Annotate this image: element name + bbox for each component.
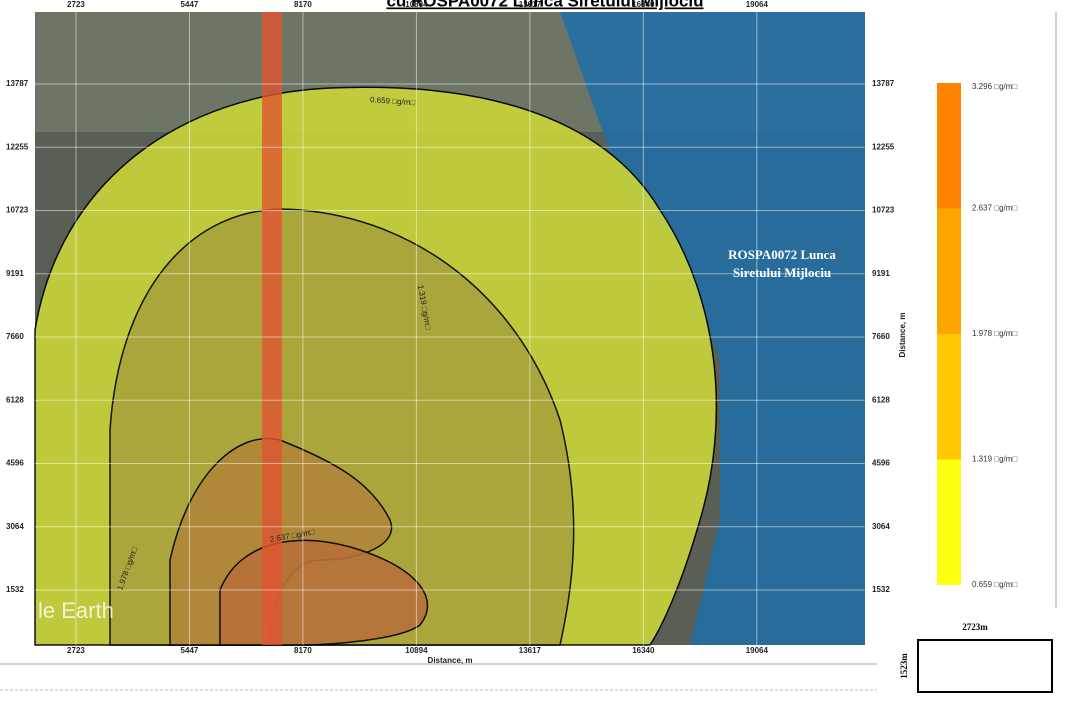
x-tick-label: 8170 xyxy=(294,0,312,9)
area-label: Siretului Mijlociu xyxy=(733,265,831,280)
legend-label: 3.296 □g/m□ xyxy=(972,82,1017,91)
title: cu ROSPA0072 Lunca Siretului Mijlociu xyxy=(386,0,703,10)
scale-height: 1523m xyxy=(899,653,909,679)
legend-swatch xyxy=(937,459,961,585)
y-tick-label: 10723 xyxy=(872,206,895,215)
area-label: ROSPA0072 Lunca xyxy=(728,247,836,262)
y-tick-label: 12255 xyxy=(6,142,29,151)
y-tick-label: 1532 xyxy=(872,585,890,594)
scale-width: 2723m xyxy=(962,622,988,632)
watermark: le Earth xyxy=(38,598,114,623)
y-tick-label: 6128 xyxy=(872,395,890,404)
x-axis-title: Distance, m xyxy=(428,656,473,665)
x-tick-label: 5447 xyxy=(181,646,199,655)
y-tick-label: 10723 xyxy=(6,206,29,215)
x-tick-label: 19064 xyxy=(746,646,769,655)
y-tick-label: 12255 xyxy=(872,142,895,151)
map xyxy=(34,12,865,646)
legend-label: 1.978 □g/m□ xyxy=(972,329,1017,338)
legend-swatch xyxy=(937,208,961,334)
scale-panel xyxy=(877,608,1071,723)
x-tick-label: 16340 xyxy=(632,646,655,655)
legend-swatch xyxy=(937,334,961,460)
legend-swatch xyxy=(937,83,961,209)
x-tick-label: 16340 xyxy=(632,0,655,9)
scale-box xyxy=(917,639,1053,693)
x-tick-label: 5447 xyxy=(181,0,199,9)
y-tick-label: 4596 xyxy=(6,459,24,468)
protected-area xyxy=(560,12,865,645)
x-tick-label: 2723 xyxy=(67,0,85,9)
y-tick-label: 13787 xyxy=(6,79,29,88)
y-tick-label: 4596 xyxy=(872,459,890,468)
legend-label: 2.637 □g/m□ xyxy=(972,204,1017,213)
x-tick-label: 10894 xyxy=(405,646,428,655)
y-tick-label: 9191 xyxy=(6,269,24,278)
legend-label: 0.659 □g/m□ xyxy=(972,580,1017,589)
x-tick-label: 13617 xyxy=(519,0,542,9)
y-tick-label: 3064 xyxy=(872,522,890,531)
y-tick-label: 13787 xyxy=(872,79,895,88)
contour-label: 0.659 □g/m□ xyxy=(370,95,416,107)
x-tick-label: 8170 xyxy=(294,646,312,655)
legend-label: 1.319 □g/m□ xyxy=(972,455,1017,464)
y-tick-label: 7660 xyxy=(872,332,890,341)
x-tick-label: 10894 xyxy=(405,0,428,9)
x-tick-label: 19064 xyxy=(746,0,769,9)
x-tick-label: 2723 xyxy=(67,646,85,655)
y-tick-label: 7660 xyxy=(6,332,24,341)
y-tick-label: 6128 xyxy=(6,395,24,404)
x-tick-label: 13617 xyxy=(519,646,542,655)
y-axis-title: Distance, m xyxy=(898,313,907,358)
y-tick-label: 1532 xyxy=(6,585,24,594)
road xyxy=(262,12,282,645)
y-tick-label: 9191 xyxy=(872,269,890,278)
y-tick-label: 3064 xyxy=(6,522,24,531)
